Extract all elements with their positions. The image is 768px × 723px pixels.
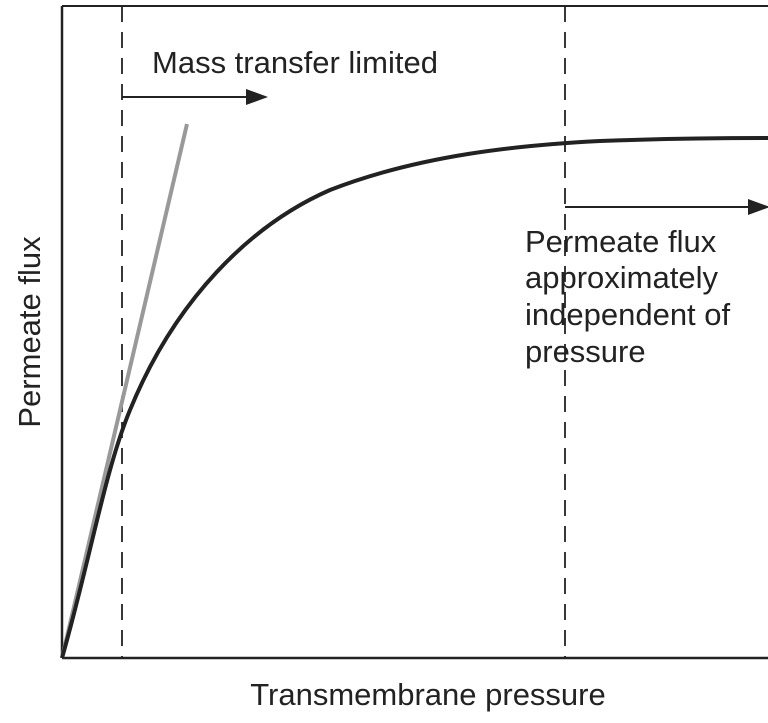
tangent-line <box>60 123 189 659</box>
right-annotation-line: approximately <box>525 260 718 295</box>
arrow-left-head <box>246 89 268 105</box>
arrow-right-head <box>748 199 768 215</box>
y-axis-label: Permeate flux <box>12 236 47 428</box>
right-annotation-line: pressure <box>525 334 646 369</box>
left-annotation: Mass transfer limited <box>152 45 438 80</box>
x-axis-label: Transmembrane pressure <box>250 677 606 712</box>
right-annotation-line: independent of <box>525 297 731 332</box>
flux-curve <box>60 136 768 659</box>
right-annotation-line: Permeate flux <box>525 224 717 259</box>
